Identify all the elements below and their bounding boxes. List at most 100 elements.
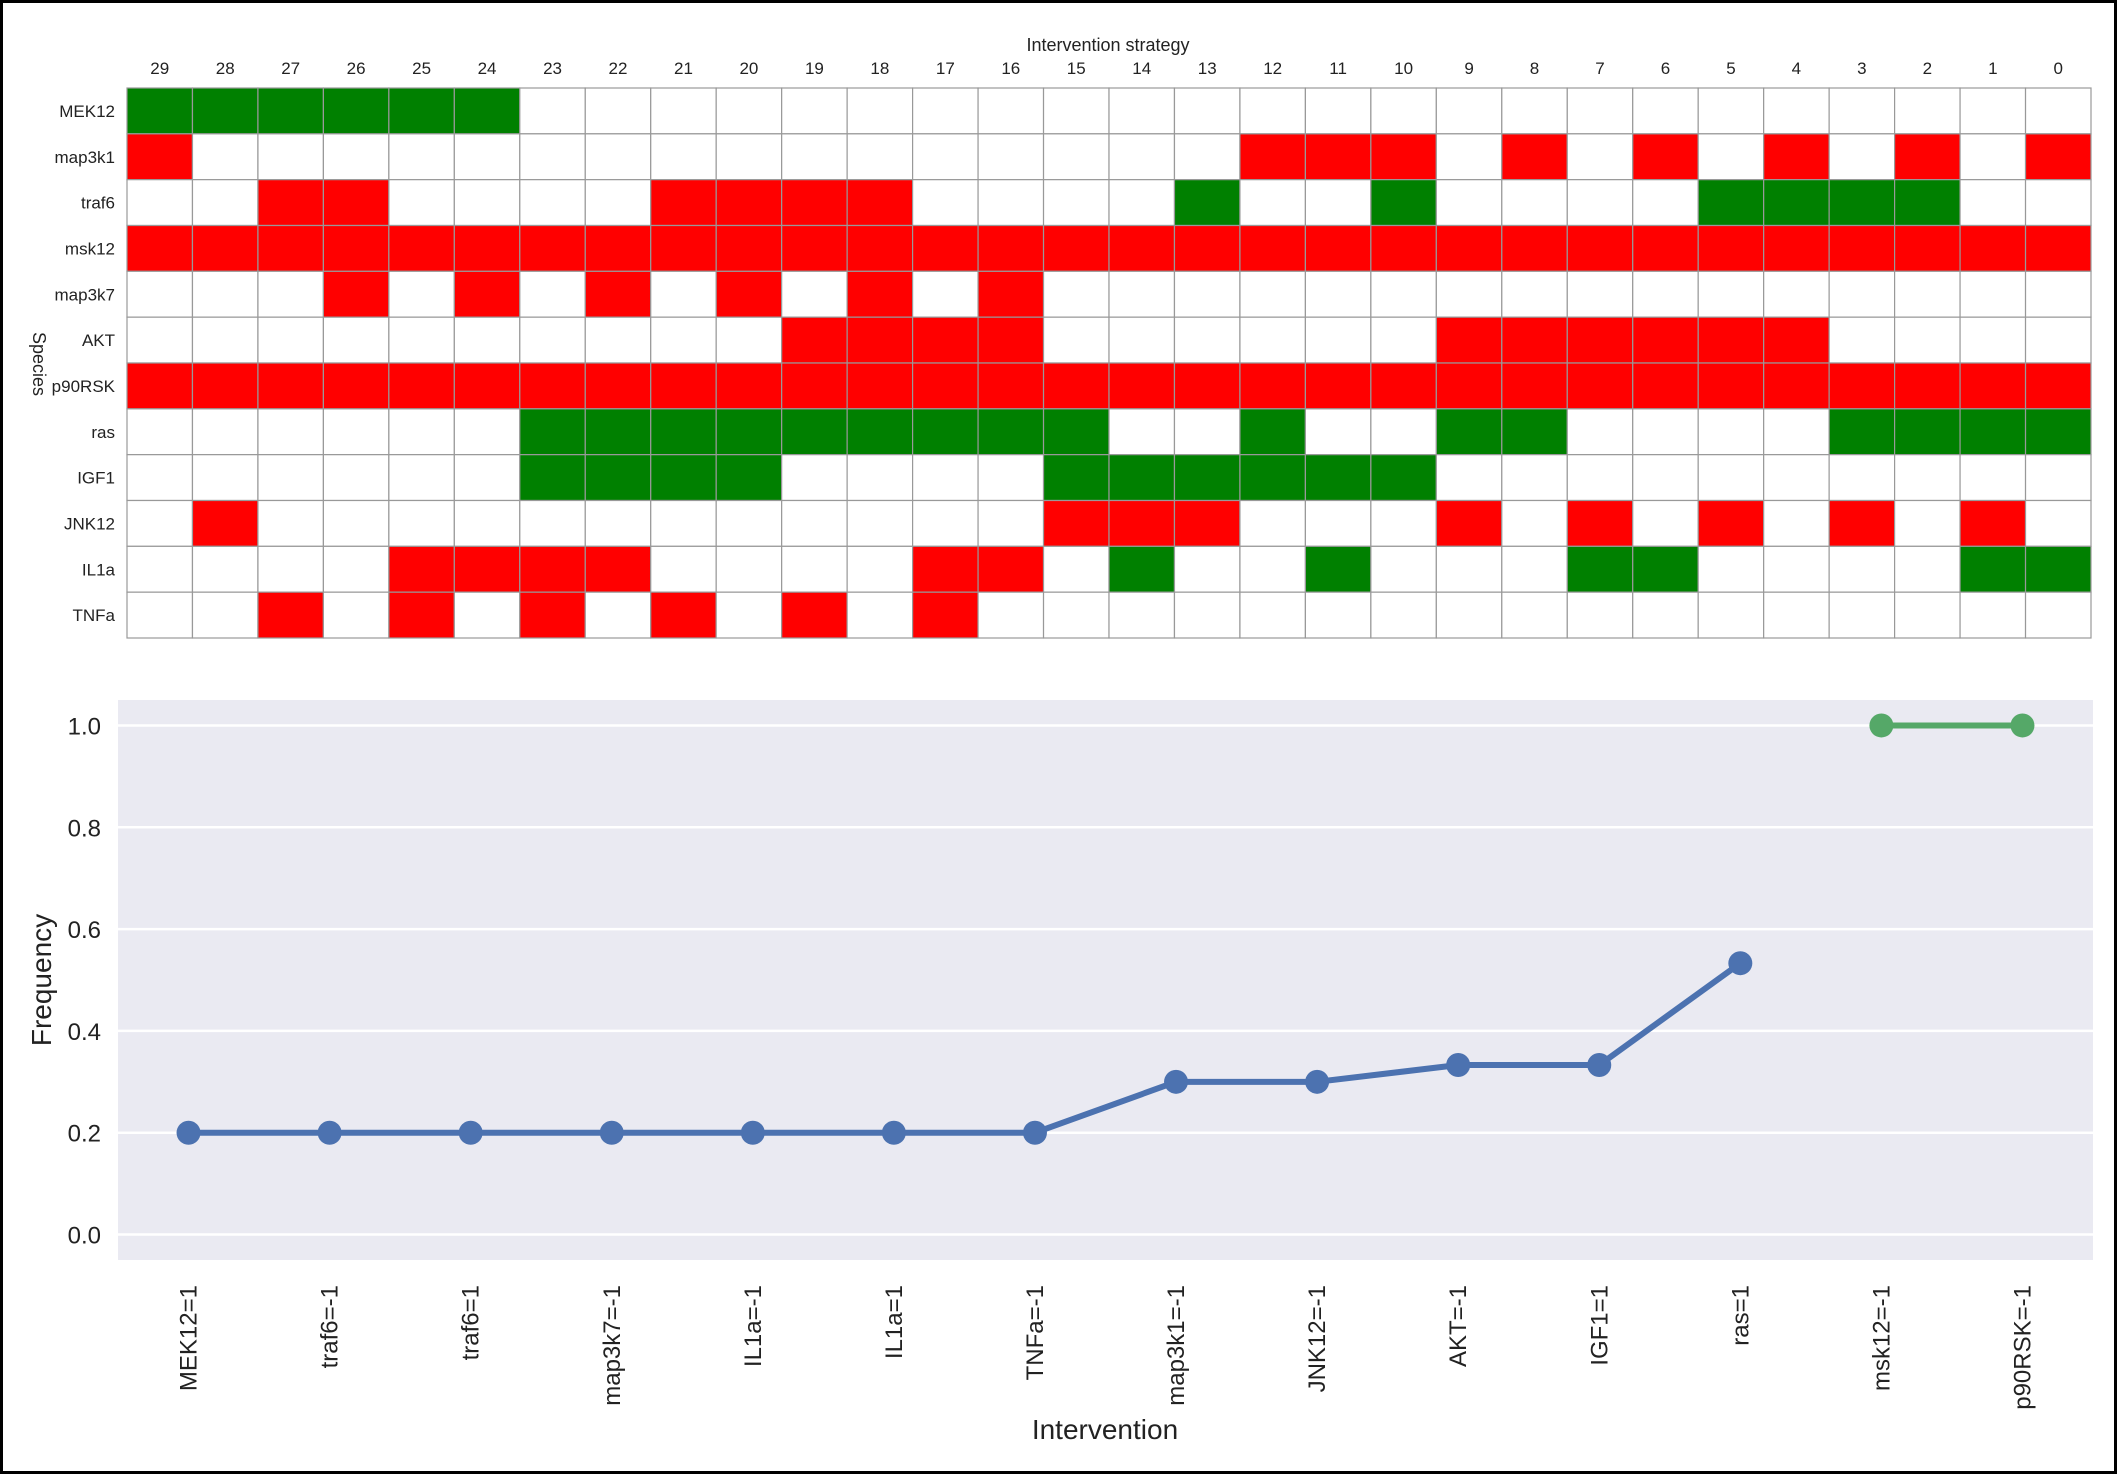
heatmap-cell	[1566, 454, 1634, 502]
heatmap-cell	[2024, 179, 2092, 227]
heatmap-chart: Intervention strategy Species 29 28 27 26 25…	[29, 35, 2092, 639]
heatmap-cell	[1173, 499, 1241, 547]
heatmap-cell	[257, 133, 325, 181]
heatmap-cell	[977, 362, 1045, 410]
data-point	[1728, 951, 1753, 976]
heatmap-cell	[1239, 316, 1307, 364]
data-point	[176, 1120, 201, 1145]
heatmap-cell	[911, 591, 979, 639]
heatmap-cell	[1304, 224, 1372, 272]
heatmap-cell	[781, 545, 848, 593]
heatmap-cell	[1435, 408, 1503, 456]
heatmap-cell	[715, 270, 783, 318]
heatmap-cell	[1697, 499, 1765, 547]
heatmap-cell	[2024, 87, 2092, 135]
heatmap-column-label: 6	[1661, 59, 1670, 78]
heatmap-cell	[519, 545, 586, 593]
y-tick-label: 0.6	[68, 917, 101, 944]
heatmap-cell	[977, 87, 1045, 135]
heatmap-cell	[388, 591, 455, 639]
heatmap-cell	[1501, 179, 1568, 227]
heatmap-cell	[191, 408, 259, 456]
heatmap-cell	[388, 454, 455, 502]
heatmap-cell	[1828, 362, 1896, 410]
heatmap-cell	[715, 362, 783, 410]
heatmap-cell	[977, 179, 1045, 227]
heatmap-cell	[650, 408, 717, 456]
heatmap-cell	[1501, 224, 1568, 272]
heatmap-cell	[1304, 362, 1372, 410]
heatmap-cell	[322, 179, 390, 227]
heatmap-cell	[1501, 454, 1568, 502]
heatmap-cell	[1893, 545, 1961, 593]
heatmap-cell	[453, 179, 521, 227]
heatmap-cell	[322, 591, 390, 639]
heatmap-cell	[1042, 179, 1110, 227]
heatmap-cell	[191, 224, 259, 272]
heatmap-cell	[388, 408, 455, 456]
heatmap-cell	[1566, 270, 1634, 318]
heatmap-cell	[650, 362, 717, 410]
heatmap-cell	[1959, 545, 2027, 593]
heatmap-cell	[1042, 545, 1110, 593]
heatmap-cell	[2024, 362, 2092, 410]
series-line-0	[185, 960, 1744, 1136]
data-point	[1022, 1120, 1047, 1145]
heatmap-cell	[191, 270, 259, 318]
heatmap-cell	[1173, 270, 1241, 318]
heatmap-cell	[1304, 545, 1372, 593]
heatmap-cell	[2024, 591, 2092, 639]
heatmap-cell	[1304, 316, 1372, 364]
x-tick-label: TNFa=-1	[1022, 1285, 1049, 1380]
heatmap-row-label: map3k7	[55, 285, 115, 304]
heatmap-cell	[322, 362, 390, 410]
heatmap-cell	[388, 499, 455, 547]
heatmap-cell	[1828, 224, 1896, 272]
heatmap-cell	[126, 87, 194, 135]
heatmap-cell	[1959, 179, 2027, 227]
heatmap-cell	[1435, 224, 1503, 272]
heatmap-cell	[584, 591, 652, 639]
heatmap-cell	[2024, 224, 2092, 272]
heatmap-cell	[126, 408, 194, 456]
heatmap-cell	[715, 591, 783, 639]
heatmap-cell	[388, 545, 455, 593]
heatmap-cell	[846, 362, 914, 410]
heatmap-cell	[453, 545, 521, 593]
heatmap-cell	[191, 454, 259, 502]
heatmap-cell	[1697, 591, 1765, 639]
heatmap-cell	[322, 316, 390, 364]
heatmap-cell	[1173, 545, 1241, 593]
data-point	[458, 1120, 483, 1145]
heatmap-column-label: 23	[543, 59, 562, 78]
heatmap-cell	[1763, 499, 1830, 547]
heatmap-row-label: MEK12	[59, 102, 115, 121]
heatmap-cell	[126, 179, 194, 227]
data-point	[599, 1120, 624, 1145]
heatmap-column-label: 10	[1394, 59, 1413, 78]
heatmap-cell	[1370, 270, 1437, 318]
x-tick-label: p90RSK=-1	[2009, 1285, 2036, 1410]
heatmap-cell	[126, 591, 194, 639]
heatmap-cell	[453, 362, 521, 410]
heatmap-row-label: ras	[91, 423, 115, 442]
heatmap-cell	[1893, 270, 1961, 318]
heatmap-cell	[322, 133, 390, 181]
heatmap-cell	[1566, 362, 1634, 410]
heatmap-cell	[191, 499, 259, 547]
heatmap-cell	[322, 224, 390, 272]
y-tick-labels: 0.0 0.2 0.4 0.6 0.8 1.0	[68, 713, 101, 1249]
heatmap-cell	[1108, 316, 1176, 364]
heatmap-cell	[1370, 591, 1437, 639]
heatmap-cell	[519, 87, 586, 135]
heatmap-cell	[650, 133, 717, 181]
heatmap-row-label: JNK12	[64, 514, 115, 533]
heatmap-cell	[1108, 454, 1176, 502]
heatmap-cell	[911, 316, 979, 364]
heatmap-cell	[1632, 408, 1699, 456]
heatmap-cell	[1370, 316, 1437, 364]
heatmap-cell	[1435, 316, 1503, 364]
heatmap-cell	[781, 224, 848, 272]
heatmap-cell	[126, 316, 194, 364]
heatmap-cell	[126, 133, 194, 181]
